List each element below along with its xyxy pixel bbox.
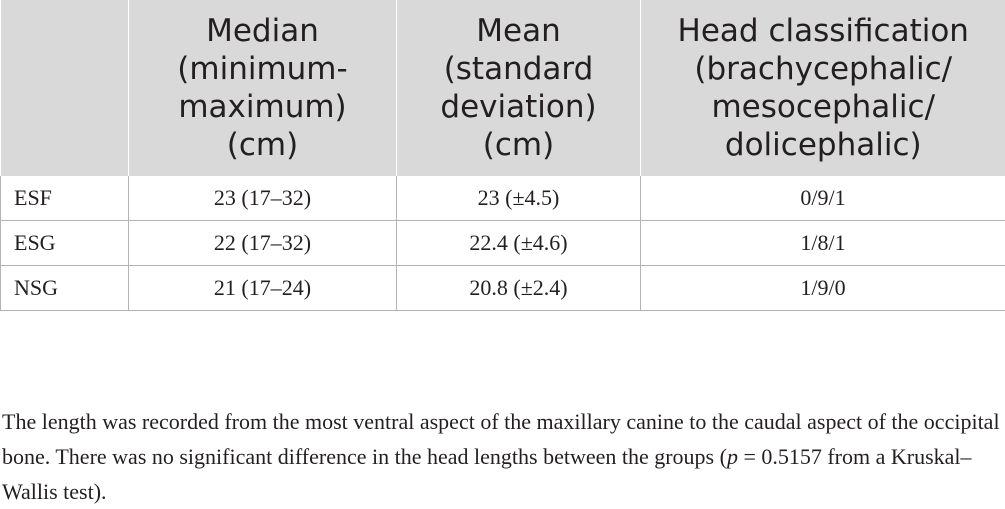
classification-cell: 0/9/1 [641,176,1005,221]
table-row: NSG 21 (17–24) 20.8 (±2.4) 1/9/0 [1,266,1005,311]
group-cell: NSG [1,266,129,311]
mean-cell: 22.4 (±4.6) [397,221,641,266]
header-mean: Mean (standard deviation) (cm) [397,0,641,176]
table-header: Median (minimum- maximum) (cm) Mean (sta… [1,0,1005,176]
median-cell: 22 (17–32) [129,221,397,266]
classification-cell: 1/8/1 [641,221,1005,266]
header-median: Median (minimum- maximum) (cm) [129,0,397,176]
mean-cell: 20.8 (±2.4) [397,266,641,311]
header-empty-cell [1,0,129,176]
group-cell: ESF [1,176,129,221]
data-table-container: Median (minimum- maximum) (cm) Mean (sta… [0,0,1005,311]
header-row: Median (minimum- maximum) (cm) Mean (sta… [1,0,1005,176]
median-cell: 21 (17–24) [129,266,397,311]
table-body: ESF 23 (17–32) 23 (±4.5) 0/9/1 ESG 22 (1… [1,176,1005,311]
footnote-p-symbol: p [727,444,738,469]
table-footnote: The length was recorded from the most ve… [2,404,1002,509]
group-cell: ESG [1,221,129,266]
table-row: ESF 23 (17–32) 23 (±4.5) 0/9/1 [1,176,1005,221]
classification-cell: 1/9/0 [641,266,1005,311]
mean-cell: 23 (±4.5) [397,176,641,221]
table-row: ESG 22 (17–32) 22.4 (±4.6) 1/8/1 [1,221,1005,266]
head-length-table: Median (minimum- maximum) (cm) Mean (sta… [0,0,1005,311]
header-head-classification: Head classification (brachycephalic/ mes… [641,0,1005,176]
median-cell: 23 (17–32) [129,176,397,221]
